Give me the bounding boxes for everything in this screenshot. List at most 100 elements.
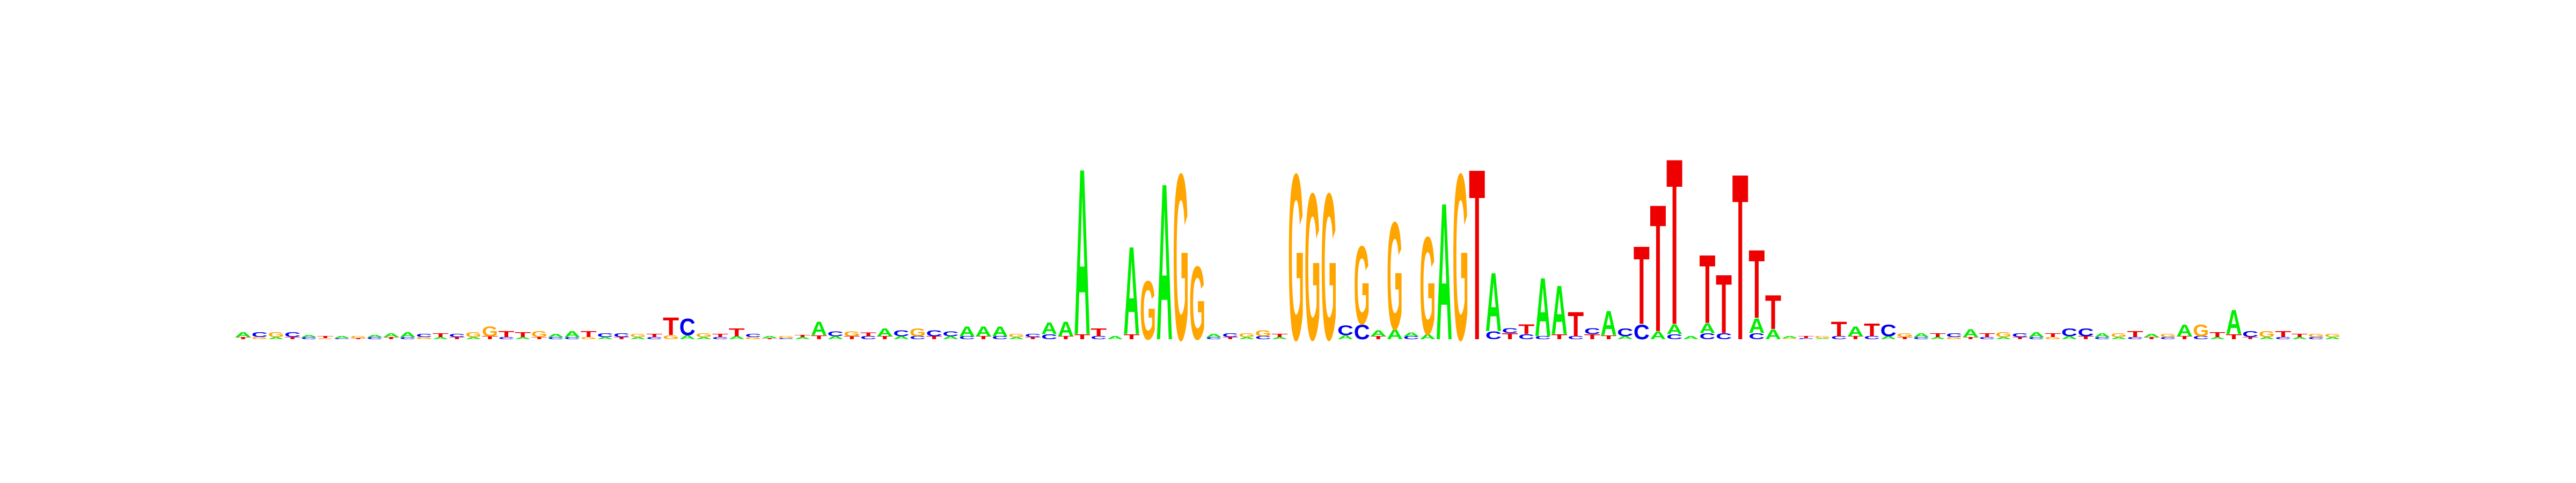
logo-letter: A — [1058, 317, 1074, 341]
logo-letter: G — [2045, 336, 2061, 340]
logo-letter: T — [663, 312, 679, 341]
logo-letter: A — [696, 336, 712, 340]
logo-letter: C — [1518, 333, 1534, 341]
logo-letter: A — [1748, 314, 1765, 338]
logo-letter: C — [367, 336, 383, 340]
logo-letter: C — [1535, 335, 1551, 340]
logo-letter: C — [2275, 336, 2291, 340]
logo-letter: C — [1634, 320, 1650, 344]
logo-letter: C — [1337, 323, 1353, 338]
logo-letter: T — [1123, 333, 1140, 341]
logo-letter: C — [1354, 320, 1370, 344]
logo-letter: A — [1650, 329, 1666, 341]
logo-letter: A — [2143, 333, 2160, 338]
logo-letter: A — [1617, 335, 1633, 340]
logo-letter: T — [2226, 333, 2242, 341]
logo-letter: T — [1370, 335, 1386, 340]
logo-letter: T — [581, 330, 597, 339]
logo-letter: C — [1403, 335, 1419, 340]
logo-letter: T — [1847, 335, 1863, 340]
logo-letter: A — [1123, 220, 1139, 361]
logo-letter: A — [1699, 320, 1715, 336]
logo-letter: C — [2308, 336, 2324, 340]
logo-letter: G — [1255, 328, 1271, 338]
logo-letter: A — [2226, 302, 2242, 341]
logo-letter: T — [1699, 235, 1715, 345]
logo-letter: C — [712, 336, 728, 340]
logo-letter: C — [646, 336, 662, 340]
logo-letter: T — [1930, 332, 1946, 339]
logo-letter: G — [2160, 333, 2176, 338]
logo-letter: A — [1337, 334, 1353, 341]
logo-letter: C — [926, 328, 942, 338]
logo-letter: G — [2111, 332, 2127, 339]
logo-letter: C — [284, 331, 301, 339]
logo-letter: A — [2111, 336, 2127, 340]
logo-letter: G — [1305, 149, 1321, 384]
logo-letter: C — [942, 330, 958, 338]
logo-letter: C — [499, 336, 515, 340]
logo-letter: T — [1650, 167, 1666, 370]
logo-letter: T — [2012, 336, 2029, 340]
logo-letter: A — [1814, 338, 1831, 340]
logo-letter: A — [762, 335, 778, 339]
logo-letter: T — [2209, 331, 2226, 339]
logo-letter: T — [646, 333, 662, 338]
logo-letter: A — [1008, 336, 1024, 340]
logo-letter: A — [1239, 336, 1255, 340]
logo-letter: T — [1798, 335, 1814, 339]
logo-letter: G — [1288, 124, 1304, 390]
logo-letter: C — [613, 332, 630, 339]
logo-letter: T — [1074, 333, 1091, 341]
logo-letter: A — [992, 324, 1008, 339]
logo-letter: C — [564, 336, 580, 340]
logo-letter: A — [564, 330, 580, 339]
logo-letter: T — [2045, 332, 2061, 339]
logo-letter: C — [1798, 338, 1814, 340]
logo-letter: A — [1041, 319, 1057, 338]
logo-letter: T — [1502, 332, 1518, 341]
logo-letter: T — [2078, 335, 2094, 340]
logo-letter: G — [745, 336, 761, 340]
logo-letter: T — [531, 336, 548, 340]
logo-letter: T — [284, 336, 301, 340]
logo-letter: C — [1979, 336, 1995, 340]
logo-letter: A — [334, 335, 350, 339]
logo-letter: A — [2094, 332, 2110, 339]
logo-letter: G — [2259, 330, 2275, 339]
logo-letter: A — [1782, 335, 1798, 339]
logo-letter: T — [1963, 336, 1979, 340]
logo-letter: A — [1880, 335, 1897, 340]
logo-letter: G — [1239, 332, 1255, 339]
logo-letter: G — [1173, 124, 1189, 390]
logo-letter: C — [2193, 335, 2209, 340]
logo-letter: T — [926, 335, 942, 340]
logo-letter: T — [794, 335, 811, 338]
logo-letter: T — [383, 336, 400, 340]
logo-letter: C — [910, 335, 926, 340]
logo-letter: C — [1880, 321, 1897, 340]
logo-letter: A — [2061, 335, 2077, 340]
logo-letter: T — [860, 331, 876, 338]
logo-letter: A — [400, 331, 416, 339]
logo-letter: G — [696, 332, 712, 339]
logo-letter: G — [663, 334, 679, 341]
logo-letter: T — [1552, 333, 1568, 341]
logo-letter: A — [942, 335, 958, 340]
logo-letter: C — [1699, 332, 1715, 341]
logo-letter: G — [1946, 336, 1962, 340]
logo-letter: G — [1897, 332, 1913, 339]
logo-letter: A — [2324, 336, 2340, 340]
logo-letter: T — [729, 326, 745, 339]
logo-letter: A — [268, 336, 284, 340]
logo-letter: A — [630, 336, 646, 340]
logo-letter: G — [1321, 149, 1337, 384]
logo-letter: C — [1864, 335, 1880, 340]
logo-letter: A — [2292, 336, 2308, 340]
logo-letter: T — [1732, 124, 1748, 390]
logo-letter: C — [1913, 336, 1929, 340]
logo-letter: T — [1897, 336, 1913, 340]
logo-letter: A — [729, 335, 745, 340]
logo-letter: A — [1419, 333, 1436, 341]
logo-letter: A — [1930, 336, 1946, 340]
